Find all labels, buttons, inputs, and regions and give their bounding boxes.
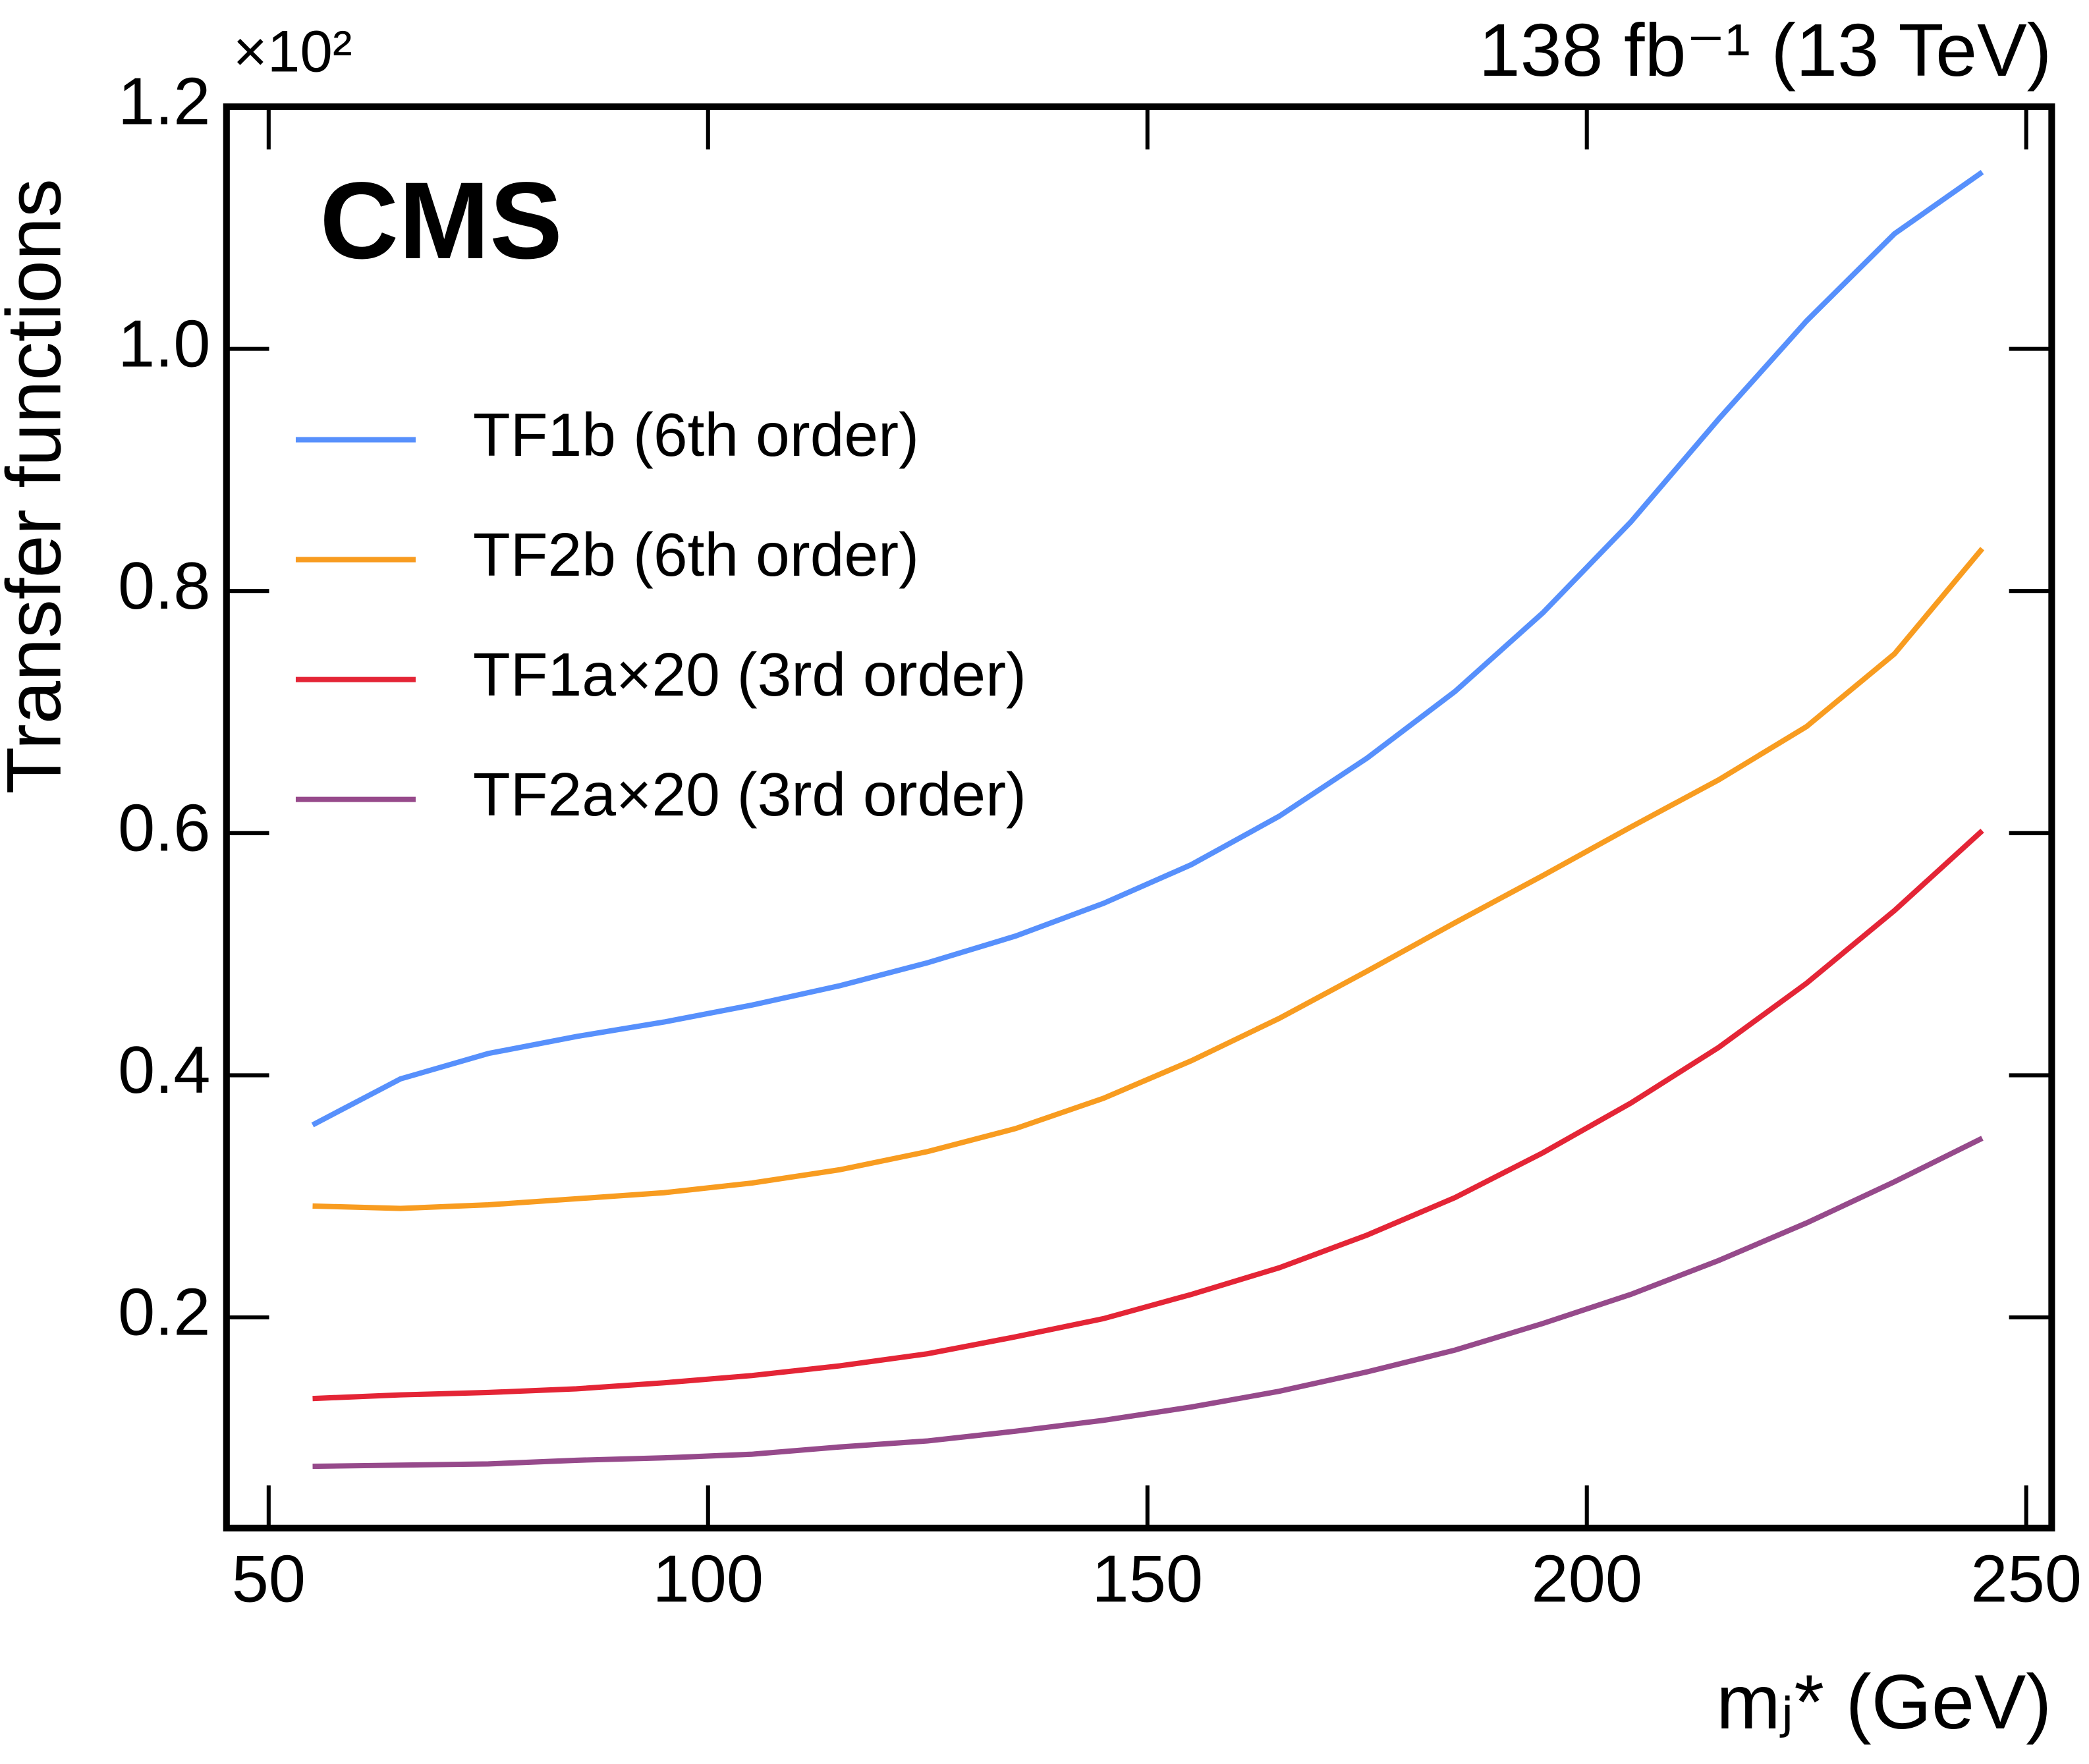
- data-line: [311, 169, 1984, 1128]
- data-line: [312, 1136, 1984, 1470]
- experiment-label: CMS: [320, 160, 563, 282]
- chart-title: 138 fb⁻¹ (13 TeV): [1479, 8, 2052, 92]
- x-axis-title: mⱼ* (GeV): [1716, 1659, 2051, 1745]
- y-tick-label: 0.6: [118, 791, 211, 866]
- y-tick-label: 0.2: [118, 1275, 211, 1350]
- data-line: [312, 829, 1984, 1402]
- x-tick-label: 200: [1531, 1541, 1642, 1616]
- axis-multiplier: ×10²: [233, 18, 352, 84]
- data-line: [312, 547, 1985, 1211]
- plot-frame: [223, 103, 2055, 1531]
- y-axis-title: Transfer functions: [0, 179, 77, 794]
- legend-label: TF1a×20 (3rd order): [473, 640, 1026, 709]
- y-tick-label: 1.0: [118, 306, 211, 381]
- y-tick-label: 0.4: [118, 1033, 211, 1107]
- x-tick-label: 50: [232, 1541, 306, 1616]
- y-tick-label: 0.8: [118, 549, 211, 623]
- legend-label: TF1b (6th order): [473, 400, 919, 469]
- legend-label: TF2b (6th order): [473, 520, 919, 589]
- x-tick-label: 250: [1970, 1541, 2082, 1616]
- legend-label: TF2a×20 (3rd order): [473, 760, 1026, 829]
- x-tick-label: 100: [652, 1541, 764, 1616]
- y-tick-label: 1.2: [118, 65, 211, 139]
- x-tick-label: 150: [1092, 1541, 1203, 1616]
